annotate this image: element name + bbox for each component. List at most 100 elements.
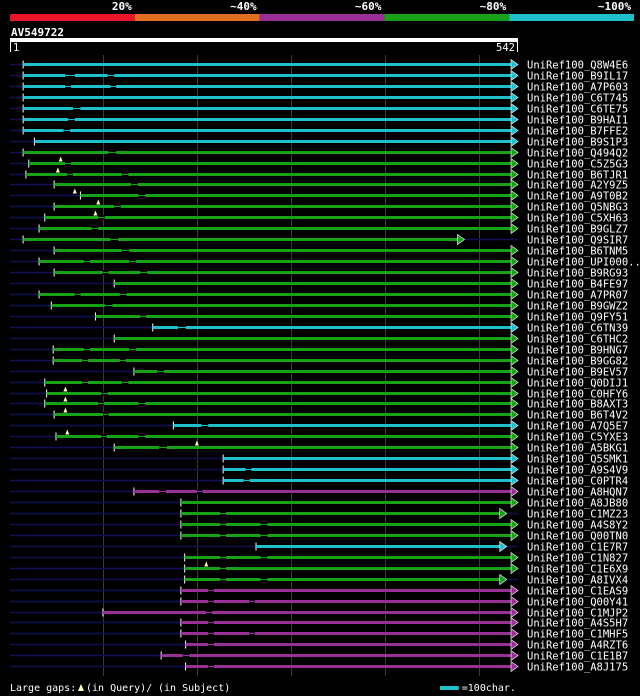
hit-label[interactable]: UniRef100_C5XH63 [527, 213, 628, 225]
hit-row[interactable]: UniRef100_B9GWZ2 [10, 299, 628, 313]
hit-label[interactable]: UniRef100_C6TN39 [527, 323, 628, 335]
hit-row[interactable]: UniRef100_C6TN39 [10, 321, 628, 335]
hit-row[interactable]: UniRef100_B6TJR1 [10, 167, 628, 182]
hit-label[interactable]: UniRef100_Q0DIJ1 [527, 378, 628, 390]
hit-label[interactable]: UniRef100_A8JB80 [527, 498, 628, 510]
hit-label[interactable]: UniRef100_B6TNM5 [527, 246, 628, 258]
hit-row[interactable]: UniRef100_C1E7R7 [10, 540, 628, 554]
hit-row[interactable]: UniRef100_Q0DIJ1 [10, 376, 628, 390]
hit-row[interactable]: UniRef100_C6TE75 [10, 102, 628, 116]
hit-row[interactable]: UniRef100_C6T745 [10, 91, 628, 105]
hit-label[interactable]: UniRef100_C6T745 [527, 93, 628, 105]
hit-row[interactable]: UniRef100_Q494Q2 [10, 146, 628, 160]
hit-row[interactable]: UniRef100_B6T4V2 [10, 407, 628, 422]
hit-row[interactable]: UniRef100_B4FE97 [10, 277, 628, 291]
hit-label[interactable]: UniRef100_A5BKG1 [527, 443, 628, 455]
hit-label[interactable]: UniRef100_A4S8Y2 [527, 520, 628, 532]
hit-row[interactable]: UniRef100_A8JB80 [10, 496, 628, 510]
hit-label[interactable]: UniRef100_A8J175 [527, 662, 628, 674]
hit-row[interactable]: UniRef100_C1E6X9 [10, 561, 628, 576]
hit-row[interactable]: UniRef100_C5Z5G3 [10, 156, 628, 171]
hit-row[interactable]: UniRef100_A7Q5E7 [10, 419, 628, 433]
hit-row[interactable]: UniRef100_Q00TN0 [10, 529, 628, 543]
hit-row[interactable]: UniRef100_B9S1P3 [10, 135, 628, 149]
hit-row[interactable]: UniRef100_B8AXT3 [10, 396, 628, 411]
hit-row[interactable]: UniRef100_B9HNG7 [10, 343, 628, 357]
hit-row[interactable]: UniRef100_A8J175 [10, 660, 628, 674]
hit-label[interactable]: UniRef100_B9IL17 [527, 71, 628, 83]
hit-label[interactable]: UniRef100_A8HQN7 [527, 487, 628, 499]
hit-label[interactable]: UniRef100_B8AXT3 [527, 399, 628, 411]
hit-label[interactable]: UniRef100_B9EV57 [527, 367, 628, 379]
hit-row[interactable]: UniRef100_Q5NBG3 [10, 199, 628, 214]
hit-row[interactable]: UniRef100_B9EV57 [10, 365, 628, 379]
hit-row[interactable]: UniRef100_A9S4V9 [10, 463, 628, 477]
hit-label[interactable]: UniRef100_A7Q5E7 [527, 421, 628, 433]
hit-label[interactable]: UniRef100_Q494Q2 [527, 148, 628, 160]
hit-label[interactable]: UniRef100_Q00TN0 [527, 531, 628, 543]
hit-label[interactable]: UniRef100_A8IVX4 [527, 575, 628, 587]
hit-row[interactable]: UniRef100_C0PTR4 [10, 474, 628, 488]
hit-row[interactable]: UniRef100_B9RG93 [10, 266, 628, 280]
hit-row[interactable]: UniRef100_A8HQN7 [10, 485, 628, 499]
hit-row[interactable]: UniRef100_C1MHF5 [10, 627, 628, 641]
hit-label[interactable]: UniRef100_B9HNG7 [527, 345, 628, 357]
hit-label[interactable]: UniRef100_A9S4V9 [527, 465, 628, 477]
hit-row[interactable]: UniRef100_A4RZT6 [10, 638, 628, 652]
hit-label[interactable]: UniRef100_C6THC2 [527, 334, 628, 346]
hit-label[interactable]: UniRef100_B9GLZ7 [527, 224, 628, 236]
hit-label[interactable]: UniRef100_Q9FY51 [527, 312, 628, 324]
hit-label[interactable]: UniRef100_A9T0B2 [527, 191, 628, 203]
hit-label[interactable]: UniRef100_C5Z5G3 [527, 159, 628, 171]
hit-row[interactable]: UniRef100_A7P603 [10, 80, 628, 94]
hit-label[interactable]: UniRef100_Q5SMK1 [527, 454, 628, 466]
hit-label[interactable]: UniRef100_B6TJR1 [527, 170, 628, 182]
hit-label[interactable]: UniRef100_A4S5H7 [527, 618, 628, 630]
hit-label[interactable]: UniRef100_C5YXE3 [527, 432, 628, 444]
hit-row[interactable]: UniRef100_C0HFY6 [10, 386, 628, 401]
hit-row[interactable]: UniRef100_B6TNM5 [10, 244, 628, 258]
hit-row[interactable]: UniRef100_A5BKG1 [10, 440, 628, 455]
hit-label[interactable]: UniRef100_C1E6X9 [527, 564, 628, 576]
hit-row[interactable]: UniRef100_Q00Y41 [10, 595, 628, 609]
hit-row[interactable]: UniRef100_Q8W4E6 [10, 58, 628, 72]
hit-label[interactable]: UniRef100_Q5NBG3 [527, 202, 628, 214]
hit-label[interactable]: UniRef100_B9S1P3 [527, 137, 628, 149]
hit-label[interactable]: UniRef100_B9HAI1 [527, 115, 628, 127]
hit-label[interactable]: UniRef100_A7PR07 [527, 290, 628, 302]
hit-label[interactable]: UniRef100_C1E7R7 [527, 542, 628, 554]
hit-label[interactable]: UniRef100_B7FFE2 [527, 126, 628, 138]
hit-row[interactable]: UniRef100_C1EAS9 [10, 584, 628, 598]
hit-label[interactable]: UniRef100_C1E1B7 [527, 651, 628, 663]
hit-label[interactable]: UniRef100_C0HFY6 [527, 389, 628, 401]
hit-label[interactable]: UniRef100_A4RZT6 [527, 640, 628, 652]
hit-label[interactable]: UniRef100_UPI000.. [527, 257, 640, 269]
hit-row[interactable]: UniRef100_B9HAI1 [10, 113, 628, 127]
hit-row[interactable]: UniRef100_A7PR07 [10, 288, 628, 302]
hit-label[interactable]: UniRef100_B9GWZ2 [527, 301, 628, 313]
hit-label[interactable]: UniRef100_B9GG82 [527, 356, 628, 368]
hit-label[interactable]: UniRef100_A2Y9Z5 [527, 180, 628, 192]
hit-label[interactable]: UniRef100_A7P603 [527, 82, 628, 94]
hit-label[interactable]: UniRef100_B6T4V2 [527, 410, 628, 422]
hit-row[interactable]: UniRef100_C5XH63 [10, 210, 628, 225]
hit-row[interactable]: UniRef100_C5YXE3 [10, 429, 628, 444]
hit-row[interactable]: UniRef100_C1E1B7 [10, 649, 628, 663]
hit-row[interactable]: UniRef100_C1MZ23 [10, 507, 628, 521]
hit-label[interactable]: UniRef100_Q00Y41 [527, 597, 628, 609]
hit-row[interactable]: UniRef100_A2Y9Z5 [10, 178, 628, 192]
hit-label[interactable]: UniRef100_B4FE97 [527, 279, 628, 291]
hit-row[interactable]: UniRef100_A4S8Y2 [10, 518, 628, 532]
hit-row[interactable]: UniRef100_C6THC2 [10, 332, 628, 346]
hit-row[interactable]: UniRef100_C1N827 [10, 551, 628, 565]
hit-row[interactable]: UniRef100_A9T0B2 [10, 188, 628, 203]
hit-row[interactable]: UniRef100_B9GG82 [10, 354, 628, 368]
hit-label[interactable]: UniRef100_C1MHF5 [527, 629, 628, 641]
hit-label[interactable]: UniRef100_C1MJP2 [527, 608, 628, 620]
hit-label[interactable]: UniRef100_Q9SIR7 [527, 235, 628, 247]
hit-row[interactable]: UniRef100_Q9SIR7 [10, 233, 628, 247]
hit-label[interactable]: UniRef100_B9RG93 [527, 268, 628, 280]
hit-label[interactable]: UniRef100_Q8W4E6 [527, 60, 628, 72]
hit-label[interactable]: UniRef100_C1MZ23 [527, 509, 628, 521]
hit-label[interactable]: UniRef100_C1EAS9 [527, 586, 628, 598]
